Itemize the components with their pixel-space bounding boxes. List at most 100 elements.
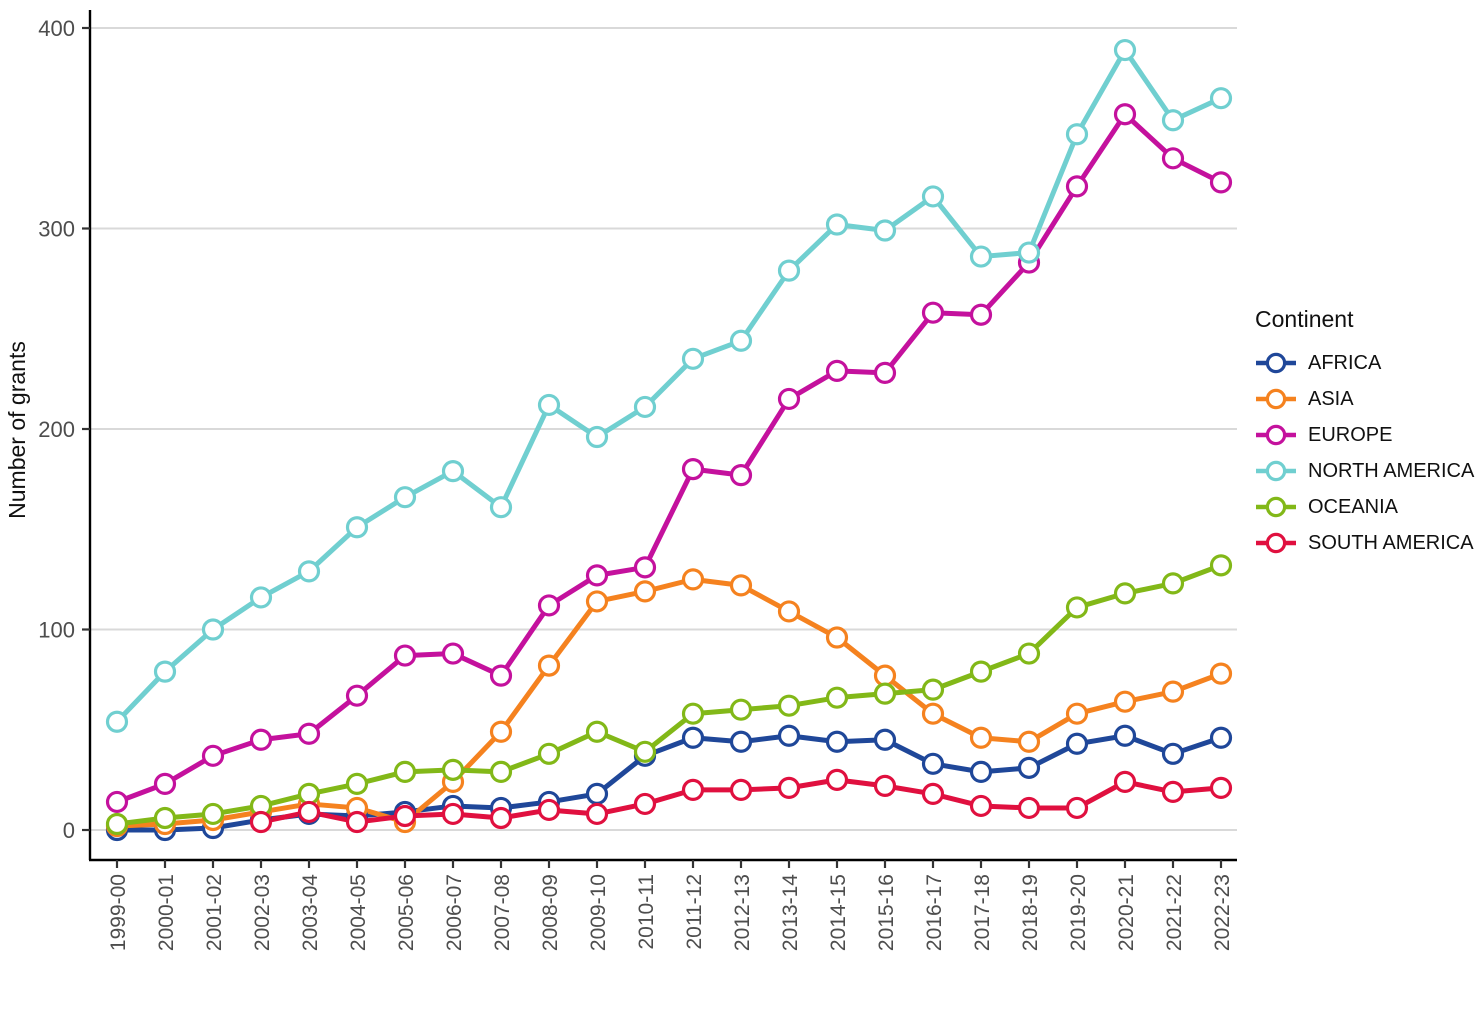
- legend-key-line-circle-icon: [1256, 496, 1296, 518]
- data-point-oceania: [969, 660, 993, 683]
- y-tick-label: 200: [38, 417, 75, 442]
- data-point-asia: [1161, 680, 1185, 703]
- legend-item: SOUTH AMERICA: [1253, 525, 1474, 561]
- data-point-south-america: [777, 776, 801, 799]
- series-line-oceania: [114, 562, 1224, 827]
- legend-item-label: SOUTH AMERICA: [1308, 531, 1474, 554]
- x-tick-label: 2022-23: [1211, 874, 1234, 951]
- data-point-asia: [825, 626, 849, 649]
- data-point-south-america: [1017, 796, 1041, 820]
- data-point-north-america: [681, 347, 705, 370]
- data-point-europe: [777, 387, 801, 411]
- data-point-south-america: [873, 774, 897, 797]
- data-point-asia: [1065, 702, 1089, 725]
- data-point-south-america: [633, 792, 657, 816]
- data-point-north-america: [1017, 241, 1041, 264]
- legend-item: NORTH AMERICA: [1253, 453, 1474, 489]
- x-tick-label: 2005-06: [395, 874, 418, 951]
- data-point-oceania: [1209, 554, 1233, 577]
- data-point-oceania: [537, 742, 561, 765]
- data-point-asia: [1113, 690, 1137, 713]
- series-lines: [114, 47, 1224, 833]
- data-point-europe: [105, 790, 129, 814]
- data-point-africa: [1161, 742, 1185, 765]
- data-point-asia: [681, 568, 705, 591]
- data-point-north-america: [249, 586, 273, 609]
- data-point-europe: [681, 458, 705, 481]
- data-point-europe: [633, 556, 657, 579]
- data-point-asia: [873, 664, 897, 687]
- data-point-oceania: [489, 760, 513, 783]
- data-point-africa: [1209, 726, 1233, 749]
- data-points: [105, 38, 1233, 842]
- data-point-oceania: [681, 702, 705, 725]
- data-point-north-america: [825, 213, 849, 236]
- data-point-north-america: [777, 259, 801, 282]
- data-point-south-america: [1209, 776, 1233, 799]
- data-point-north-america: [105, 710, 129, 733]
- data-point-north-america: [873, 219, 897, 242]
- data-point-north-america: [1065, 123, 1089, 146]
- data-point-africa: [585, 782, 609, 806]
- x-tick-label: 2015-16: [875, 874, 898, 951]
- data-point-africa: [777, 724, 801, 747]
- data-point-asia: [921, 702, 945, 725]
- data-point-north-america: [969, 245, 993, 268]
- data-point-europe: [153, 772, 177, 795]
- legend-item: OCEANIA: [1253, 489, 1474, 525]
- legend-item-label: ASIA: [1308, 387, 1354, 410]
- series-line-north-america: [114, 47, 1224, 725]
- data-point-south-america: [489, 806, 513, 830]
- x-tick-label: 2006-07: [443, 874, 466, 951]
- data-point-south-america: [681, 778, 705, 802]
- y-tick-label: 400: [38, 16, 75, 41]
- data-point-africa: [969, 760, 993, 783]
- data-point-north-america: [921, 185, 945, 208]
- data-point-oceania: [441, 758, 465, 781]
- data-point-europe: [297, 722, 321, 745]
- legend: Continent AFRICA ASIA EUROPE NORTH AMERI…: [1253, 306, 1474, 561]
- data-point-south-america: [921, 782, 945, 806]
- data-point-oceania: [585, 720, 609, 743]
- data-point-oceania: [777, 694, 801, 717]
- data-point-europe: [921, 301, 945, 324]
- legend-title: Continent: [1255, 306, 1354, 332]
- data-point-north-america: [1209, 87, 1233, 110]
- legend-item: AFRICA: [1253, 345, 1474, 381]
- x-tick-label: 2011-12: [683, 874, 706, 950]
- data-point-europe: [1209, 171, 1233, 194]
- legend-key-line-circle-icon: [1256, 352, 1296, 374]
- data-point-oceania: [105, 812, 129, 836]
- x-tick-label: 2010-11: [635, 874, 658, 950]
- data-point-south-america: [297, 800, 321, 824]
- data-point-europe: [537, 594, 561, 617]
- axes: 0 100 200 300 400 1999-00 2000-01 2001-02 2002-0…: [38, 10, 1237, 951]
- data-point-africa: [1065, 732, 1089, 755]
- data-point-europe: [1065, 175, 1089, 198]
- data-point-north-america: [489, 496, 513, 519]
- data-point-oceania: [729, 698, 753, 721]
- data-point-oceania: [873, 682, 897, 705]
- data-point-africa: [1017, 756, 1041, 779]
- legend-key-line-circle-icon: [1256, 460, 1296, 482]
- data-point-south-america: [729, 778, 753, 802]
- data-point-europe: [201, 744, 225, 767]
- data-point-south-america: [1065, 796, 1089, 820]
- data-point-north-america: [393, 486, 417, 509]
- data-point-oceania: [1065, 596, 1089, 619]
- data-point-asia: [777, 600, 801, 623]
- data-point-south-america: [825, 768, 849, 791]
- data-point-north-america: [729, 329, 753, 352]
- x-tick-label: 2019-20: [1067, 874, 1090, 951]
- x-tick-label: 2016-17: [923, 874, 946, 951]
- data-point-north-america: [297, 560, 321, 583]
- data-point-asia: [633, 580, 657, 603]
- data-point-oceania: [393, 760, 417, 783]
- legend-item-label: EUROPE: [1308, 423, 1393, 446]
- data-point-oceania: [921, 678, 945, 701]
- data-point-south-america: [1113, 770, 1137, 793]
- legend-item: ASIA: [1253, 381, 1474, 417]
- data-point-europe: [489, 664, 513, 687]
- series-line-europe: [114, 111, 1224, 805]
